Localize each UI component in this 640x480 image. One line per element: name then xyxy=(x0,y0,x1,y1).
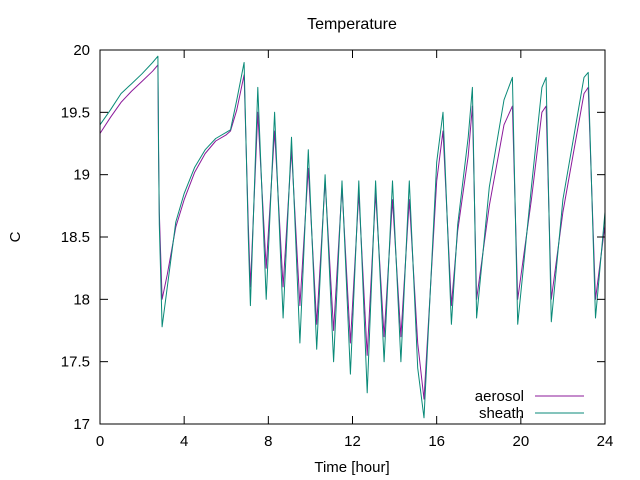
x-tick-label: 12 xyxy=(344,433,361,450)
x-axis-ticks: 0 4 8 12 16 20 24 xyxy=(96,50,614,450)
x-tick-label: 8 xyxy=(264,433,272,450)
y-tick-label: 19 xyxy=(73,167,90,184)
y-tick-label: 17 xyxy=(73,416,90,433)
series-line-aerosol xyxy=(99,64,606,400)
y-tick-label: 18.5 xyxy=(61,229,90,246)
series-line-sheath xyxy=(99,55,606,419)
x-tick-label: 24 xyxy=(597,433,614,450)
x-tick-label: 4 xyxy=(180,433,188,450)
y-axis-label: C xyxy=(7,231,24,242)
y-tick-label: 20 xyxy=(73,42,90,59)
plot-lines xyxy=(99,55,606,419)
plot-frame xyxy=(99,49,606,425)
x-tick-label: 16 xyxy=(428,433,445,450)
legend: aerosol sheath xyxy=(475,388,584,422)
y-axis-ticks: 17 17.5 18 18.5 19 19.5 20 xyxy=(61,42,605,433)
x-axis-label: Time [hour] xyxy=(314,459,389,476)
legend-label-sheath: sheath xyxy=(479,405,524,422)
y-tick-label: 18 xyxy=(73,291,90,308)
chart-title: Temperature xyxy=(307,16,397,33)
legend-label-aerosol: aerosol xyxy=(475,388,524,405)
x-tick-label: 0 xyxy=(96,433,104,450)
x-tick-label: 20 xyxy=(512,433,529,450)
y-tick-label: 17.5 xyxy=(61,354,90,371)
y-tick-label: 19.5 xyxy=(61,104,90,121)
